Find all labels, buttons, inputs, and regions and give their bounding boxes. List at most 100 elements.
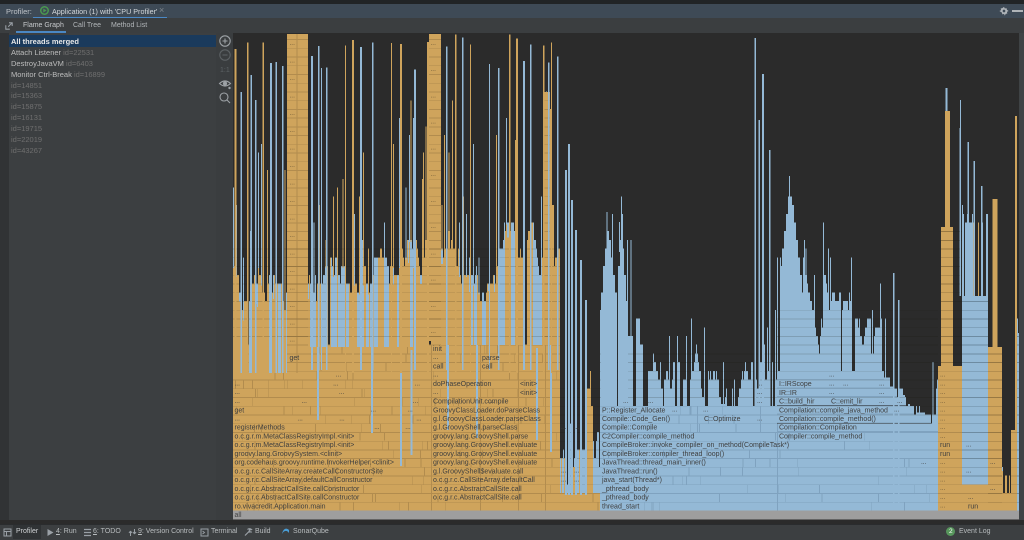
svg-text:...: ...: [371, 407, 377, 414]
svg-text:...: ...: [894, 407, 900, 414]
svg-text:...: ...: [297, 415, 303, 422]
svg-text:...: ...: [940, 476, 946, 483]
svg-text:...: ...: [339, 415, 345, 422]
svg-text:...: ...: [940, 424, 946, 431]
svg-text:run: run: [940, 451, 950, 458]
svg-text:...: ...: [336, 372, 342, 379]
svg-text:...: ...: [940, 503, 946, 510]
svg-text:o.c.g.r.c.AbstractCallSite.cal: o.c.g.r.c.AbstractCallSite.call: [433, 486, 522, 493]
svg-text:...: ...: [413, 398, 419, 405]
svg-text:_pthread_body: _pthread_body: [601, 486, 649, 493]
svg-text:P::Register_Allocate: P::Register_Allocate: [602, 407, 666, 414]
svg-text:...: ...: [290, 232, 296, 239]
svg-text:g.l.GroovyShell.parseClass: g.l.GroovyShell.parseClass: [433, 425, 518, 432]
svg-text:...: ...: [235, 389, 241, 396]
svg-text:...: ...: [235, 415, 241, 422]
svg-text:...: ...: [302, 398, 308, 405]
svg-text:...: ...: [489, 398, 495, 405]
svg-text:...: ...: [290, 57, 296, 64]
svg-text:...: ...: [940, 415, 946, 422]
svg-text:...: ...: [940, 459, 946, 466]
svg-text:...: ...: [879, 398, 885, 405]
svg-text:doPhaseOperation: doPhaseOperation: [433, 381, 491, 388]
svg-text:CompileBroker::compiler_thread: CompileBroker::compiler_thread_loop(): [602, 451, 724, 458]
svg-text:...: ...: [405, 424, 411, 431]
svg-text:...: ...: [757, 415, 763, 422]
svg-text:...: ...: [290, 267, 296, 274]
svg-text:...: ...: [921, 459, 927, 466]
svg-text:JavaThread::thread_main_inner(: JavaThread::thread_main_inner(): [602, 460, 706, 467]
svg-text:...: ...: [574, 476, 580, 483]
svg-text:...: ...: [333, 380, 339, 387]
svg-text:...: ...: [290, 197, 296, 204]
svg-text:...: ...: [290, 92, 296, 99]
svg-text:run: run: [968, 503, 978, 510]
svg-text:groovy.lang.GroovyShell.evalua: groovy.lang.GroovyShell.evaluate: [433, 460, 537, 467]
svg-text:I::IRScope: I::IRScope: [779, 381, 812, 388]
svg-text:...: ...: [431, 328, 437, 335]
svg-text:...: ...: [290, 75, 296, 82]
svg-text:groovy.lang.GroovySystem.<clin: groovy.lang.GroovySystem.<clinit>: [235, 451, 343, 458]
svg-text:parse: parse: [482, 355, 500, 362]
svg-text:...: ...: [431, 66, 437, 73]
svg-text:get: get: [235, 407, 245, 414]
svg-text:...: ...: [623, 398, 629, 405]
svg-text:_pthread_body: _pthread_body: [601, 495, 649, 502]
svg-text:CompileBroker::invoke_compiler: CompileBroker::invoke_compiler_on_method…: [602, 442, 789, 449]
svg-text:...: ...: [561, 476, 567, 483]
svg-text:...: ...: [757, 398, 763, 405]
svg-text:...: ...: [416, 415, 422, 422]
svg-text:o.c.g.r.c.AbstractCallSite.cal: o.c.g.r.c.AbstractCallSite.callConstruct…: [235, 486, 361, 493]
svg-text:Compilation::Compilation: Compilation::Compilation: [779, 425, 857, 432]
svg-text:...: ...: [431, 145, 437, 152]
svg-text:...: ...: [990, 459, 996, 466]
svg-text:...: ...: [290, 215, 296, 222]
svg-text:java_start(Thread*): java_start(Thread*): [601, 477, 662, 484]
svg-text:registerMethods: registerMethods: [235, 425, 286, 432]
svg-text:init: init: [433, 346, 442, 353]
svg-text:g.l.GroovyShell$evaluate.call: g.l.GroovyShell$evaluate.call: [433, 468, 524, 475]
svg-text:...: ...: [290, 337, 296, 344]
svg-text:call: call: [482, 364, 493, 371]
svg-text:...: ...: [966, 442, 972, 449]
svg-text:...: ...: [940, 494, 946, 501]
svg-text:...: ...: [806, 407, 812, 414]
svg-text:groovy.lang.GroovyShell.evalua: groovy.lang.GroovyShell.evaluate: [433, 451, 537, 458]
svg-text:...: ...: [290, 110, 296, 117]
svg-text:o.c.g.r.m.MetaClassRegistryImp: o.c.g.r.m.MetaClassRegistryImpl.<init>: [235, 434, 355, 441]
svg-text:...: ...: [431, 223, 437, 230]
svg-text:...: ...: [940, 468, 946, 475]
svg-text:o.c.g.r.c.AbstractCallSite.cal: o.c.g.r.c.AbstractCallSite.call: [433, 495, 522, 502]
svg-text:Compiler::compile_method: Compiler::compile_method: [779, 434, 862, 441]
svg-text:...: ...: [433, 389, 439, 396]
svg-text:...: ...: [290, 302, 296, 309]
svg-text:run: run: [940, 442, 950, 449]
svg-text:...: ...: [407, 407, 413, 414]
svg-text:...: ...: [431, 249, 437, 256]
svg-text:<init>: <init>: [520, 390, 537, 397]
svg-text:...: ...: [235, 398, 241, 405]
svg-text:get: get: [290, 355, 300, 362]
svg-text:...: ...: [966, 468, 972, 475]
svg-text:...: ...: [757, 389, 763, 396]
svg-text:...: ...: [431, 119, 437, 126]
svg-text:...: ...: [648, 398, 654, 405]
svg-text:...: ...: [431, 171, 437, 178]
svg-text:...: ...: [829, 372, 835, 379]
svg-text:C::emit_lir: C::emit_lir: [831, 399, 863, 406]
svg-text:...: ...: [940, 407, 946, 414]
svg-text:...: ...: [757, 380, 763, 387]
svg-text:...: ...: [829, 380, 835, 387]
svg-text:...: ...: [940, 372, 946, 379]
svg-text:o.c.g.r.c.CallSiteArray.defaul: o.c.g.r.c.CallSiteArray.defaultCall: [433, 477, 535, 484]
svg-text:o.c.g.r.c.CallSiteArray.defaul: o.c.g.r.c.CallSiteArray.defaultCallConst…: [235, 477, 374, 484]
svg-text:...: ...: [829, 389, 835, 396]
svg-text:...: ...: [879, 389, 885, 396]
svg-text:...: ...: [940, 485, 946, 492]
svg-text:...: ...: [940, 433, 946, 440]
svg-text:o.c.g.r.c.AbstractCallSite.cal: o.c.g.r.c.AbstractCallSite.callConstruct…: [235, 495, 361, 502]
svg-text:...: ...: [290, 40, 296, 47]
svg-text:GroovyClassLoader.doParseClass: GroovyClassLoader.doParseClass: [433, 407, 540, 414]
svg-text:...: ...: [990, 485, 996, 492]
svg-text:...: ...: [433, 372, 439, 379]
